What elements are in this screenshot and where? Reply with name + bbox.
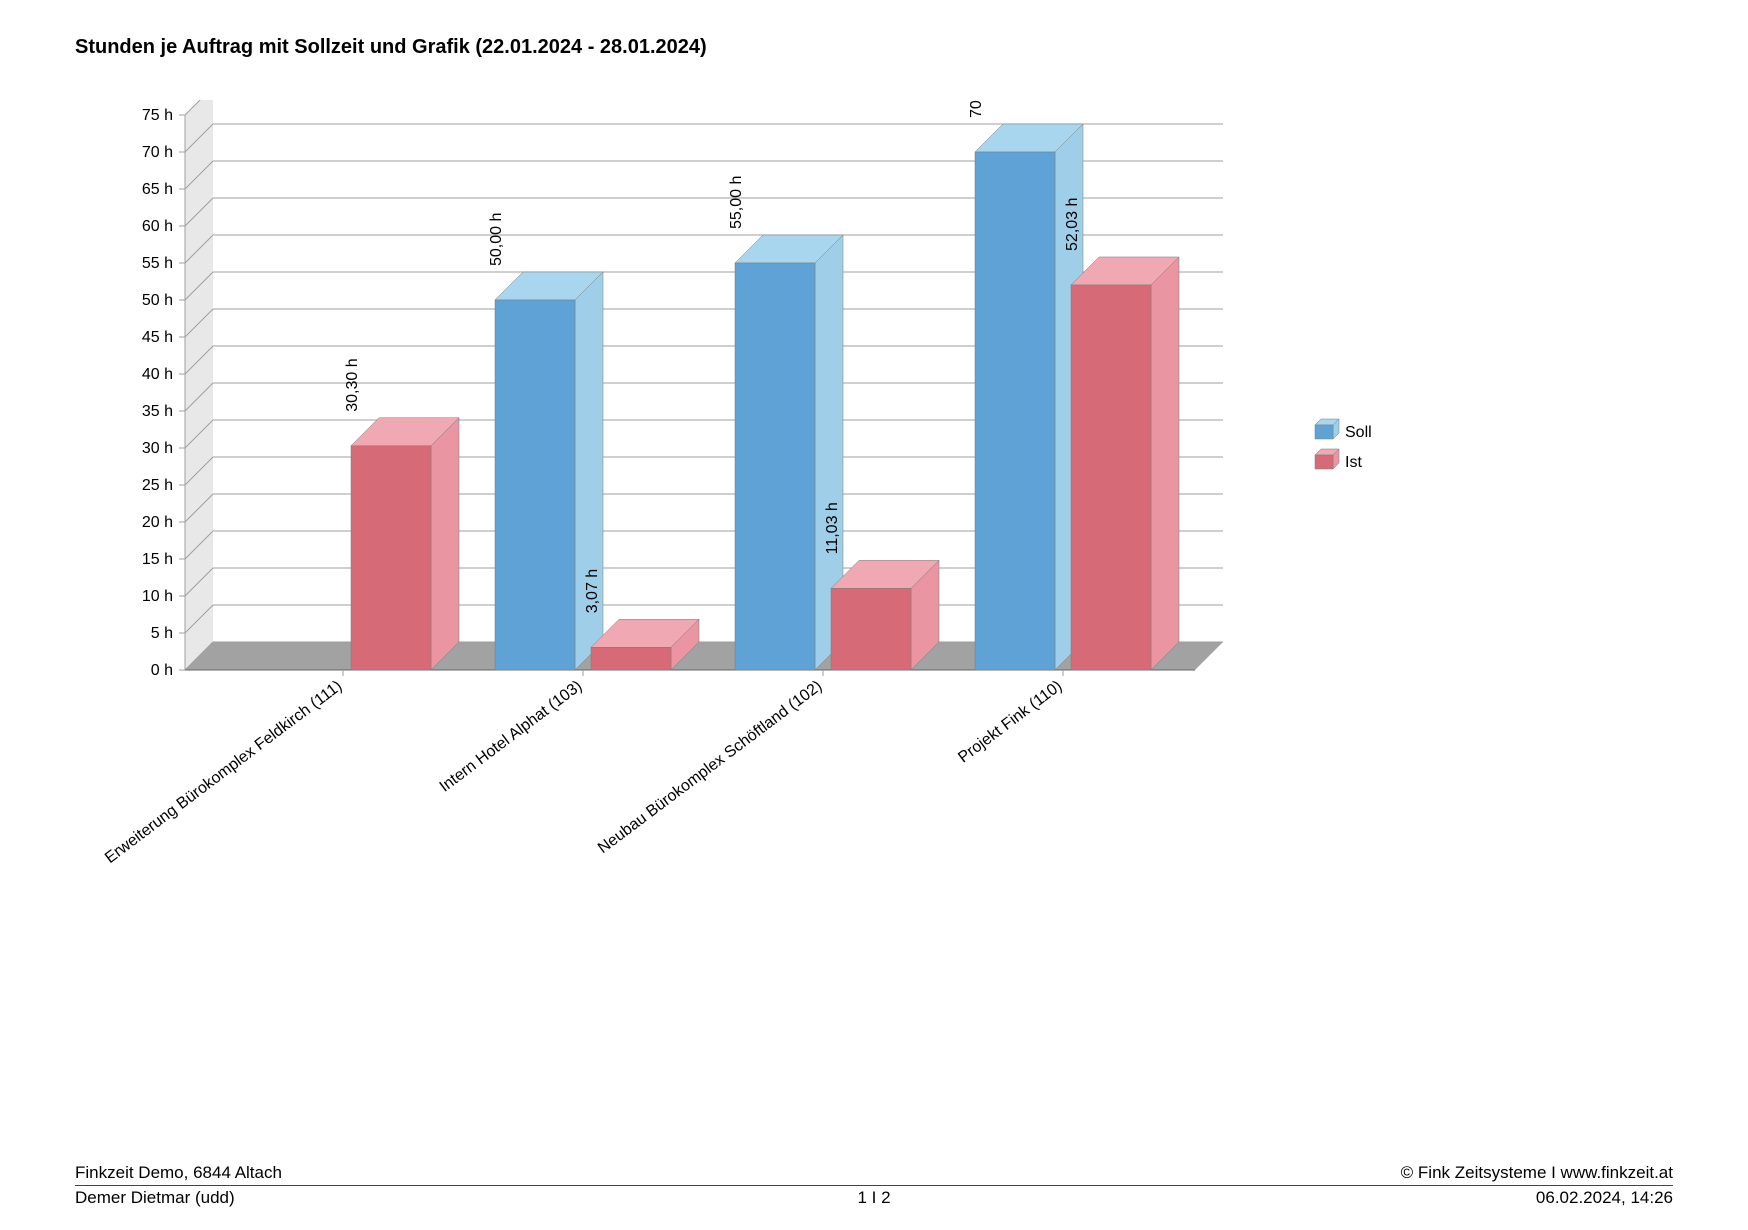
svg-text:30,30 h: 30,30 h — [344, 358, 361, 411]
svg-text:Ist: Ist — [1345, 454, 1362, 471]
svg-text:5 h: 5 h — [151, 625, 173, 642]
svg-text:40 h: 40 h — [142, 366, 173, 383]
svg-text:65 h: 65 h — [142, 181, 173, 198]
footer-company: Finkzeit Demo, 6844 Altach — [75, 1163, 282, 1183]
page-title: Stunden je Auftrag mit Sollzeit und Graf… — [75, 36, 707, 59]
svg-text:60 h: 60 h — [142, 218, 173, 235]
svg-text:10 h: 10 h — [142, 588, 173, 605]
page-footer: Finkzeit Demo, 6844 Altach © Fink Zeitsy… — [75, 1163, 1673, 1208]
hours-chart: 0 h 5 h 10 h 15 h 20 h 25 h 30 h 35 h 40 h 45 h 50… — [75, 100, 1575, 1080]
svg-text:Intern Hotel Alphat (103): Intern Hotel Alphat (103) — [437, 678, 586, 796]
footer-copyright: © Fink Zeitsysteme I www.finkzeit.at — [1401, 1163, 1673, 1183]
svg-text:15 h: 15 h — [142, 551, 173, 568]
svg-text:50,00 h: 50,00 h — [488, 213, 505, 266]
svg-text:52,03 h: 52,03 h — [1064, 198, 1081, 251]
svg-text:Soll: Soll — [1345, 424, 1372, 441]
svg-text:Neubau Bürokomplex Schöftland: Neubau Bürokomplex Schöftland (102) — [595, 678, 825, 858]
svg-text:3,07 h: 3,07 h — [584, 569, 601, 613]
svg-text:55 h: 55 h — [142, 255, 173, 272]
svg-text:Projekt Fink (110): Projekt Fink (110) — [955, 678, 1065, 767]
svg-text:25 h: 25 h — [142, 477, 173, 494]
svg-text:55,00 h: 55,00 h — [728, 176, 745, 229]
footer-page-indicator: 1 I 2 — [75, 1188, 1673, 1208]
svg-text:45 h: 45 h — [142, 329, 173, 346]
svg-text:75 h: 75 h — [142, 107, 173, 124]
svg-text:0 h: 0 h — [151, 662, 173, 679]
svg-text:70 h: 70 h — [142, 144, 173, 161]
svg-text:70,00 h: 70,00 h — [968, 100, 985, 118]
svg-text:20 h: 20 h — [142, 514, 173, 531]
svg-text:Erweiterung Bürokomplex Feldki: Erweiterung Bürokomplex Feldkirch (111) — [102, 678, 345, 867]
svg-text:30 h: 30 h — [142, 440, 173, 457]
svg-text:50 h: 50 h — [142, 292, 173, 309]
svg-text:35 h: 35 h — [142, 403, 173, 420]
svg-text:11,03 h: 11,03 h — [824, 502, 841, 554]
